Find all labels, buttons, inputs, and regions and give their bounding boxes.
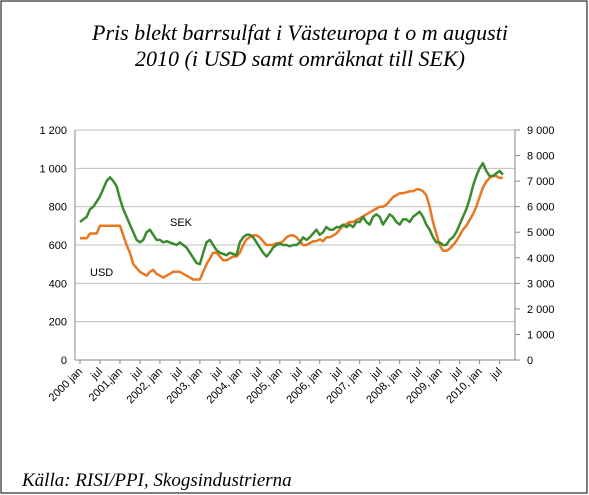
series-line — [80, 174, 503, 281]
series-line — [79, 161, 504, 266]
source: Källa: RISI/PPI, Skogsindustrierna — [21, 470, 292, 491]
y-tick-label: 0 — [61, 355, 67, 367]
y-tick-label: 1 200 — [39, 125, 67, 137]
y2-tick-label: 9 000 — [527, 125, 555, 137]
y2-tick-label: 4 000 — [527, 253, 555, 265]
annotation: USD — [90, 267, 113, 279]
y2-tick-label: 7 000 — [527, 176, 555, 188]
title-line: 2010 (i USD samt omräknat till SEK) — [135, 46, 465, 71]
title-line: Pris blekt barrsulfat i Västeuropa t o m… — [91, 20, 508, 45]
y-tick-label: 600 — [49, 240, 67, 252]
x-tick-label: 2000 jan — [47, 366, 85, 404]
chart-title: Pris blekt barrsulfat i Västeuropa t o m… — [91, 20, 508, 71]
y2-tick-label: 8 000 — [527, 151, 555, 163]
y-tick-label: 400 — [49, 278, 67, 290]
y2-tick-label: 0 — [527, 355, 533, 367]
y-tick-label: 1 000 — [39, 163, 67, 175]
x-tick-label: jul — [488, 366, 505, 383]
y2-tick-label: 6 000 — [527, 202, 555, 214]
y2-tick-label: 2 000 — [527, 304, 555, 316]
y2-tick-label: 1 000 — [527, 329, 555, 341]
y2-tick-label: 3 000 — [527, 278, 555, 290]
y-tick-label: 200 — [49, 317, 67, 329]
y2-tick-label: 5 000 — [527, 227, 555, 239]
y-tick-label: 800 — [49, 202, 67, 214]
annotation: SEK — [170, 217, 193, 229]
